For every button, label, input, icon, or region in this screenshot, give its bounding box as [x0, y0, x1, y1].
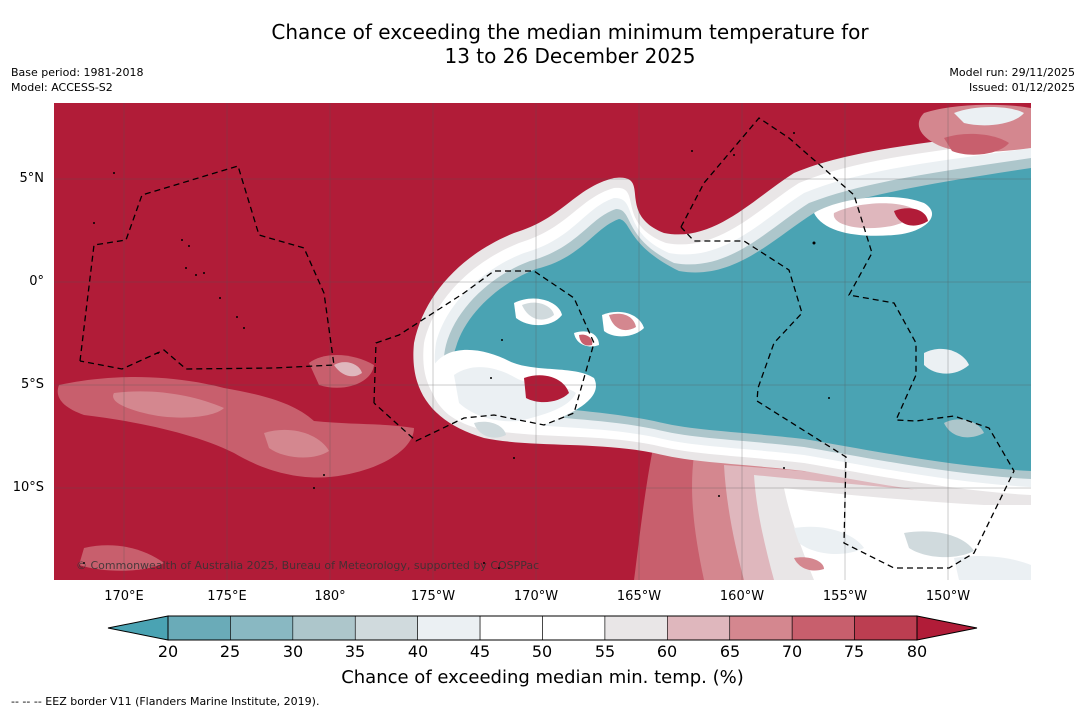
lon-label-155w: 155°W: [822, 589, 868, 604]
lon-label-150w: 150°W: [925, 589, 971, 604]
cb-tick-40: 40: [407, 642, 429, 661]
colorbar-segment-60_65: [667, 615, 731, 641]
lon-label-175e: 175°E: [207, 589, 247, 604]
issued-date: Issued: 01/12/2025: [968, 81, 1075, 94]
pink-patches-southwest: [57, 354, 414, 571]
model-run: Model run: 29/11/2025: [949, 66, 1075, 79]
colorbar-segment-35_40: [354, 615, 418, 641]
lat-label-0: 0°: [29, 274, 44, 289]
title-line-1: Chance of exceeding the median minimum t…: [271, 20, 869, 44]
title-line-2: 13 to 26 December 2025: [444, 44, 696, 68]
lat-label-5s: 5°S: [20, 377, 44, 392]
cb-tick-70: 70: [781, 642, 803, 661]
colorbar-segment-55_60: [604, 615, 668, 641]
meta-left: Base period: 1981-2018 Model: ACCESS-S2: [11, 65, 143, 95]
base-period: Base period: 1981-2018: [11, 66, 144, 79]
cb-tick-45: 45: [469, 642, 491, 661]
cb-tick-55: 55: [594, 642, 616, 661]
cb-tick-80: 80: [906, 642, 928, 661]
eez-footnote: -- -- -- EEZ border V11 (Flanders Marine…: [11, 695, 320, 708]
colorbar-below-arrow: [107, 615, 169, 641]
lon-label-165w: 165°W: [616, 589, 662, 604]
colorbar-segment-70_75: [791, 615, 855, 641]
mixed-patch-west: [430, 298, 644, 438]
colorbar-segment-30_35: [292, 615, 356, 641]
colorbar-segment-75_80: [854, 615, 918, 641]
map-svg: [54, 103, 1031, 580]
probability-map: © Commonwealth of Australia 2025, Bureau…: [54, 103, 1031, 580]
cb-tick-50: 50: [531, 642, 553, 661]
copyright-text: © Commonwealth of Australia 2025, Bureau…: [76, 559, 540, 572]
colorbar-segment-65_70: [729, 615, 793, 641]
lon-label-170w: 170°W: [513, 589, 559, 604]
cb-tick-65: 65: [719, 642, 741, 661]
lon-label-160w: 160°W: [719, 589, 765, 604]
map-title: Chance of exceeding the median minimum t…: [0, 20, 1085, 68]
colorbar: [107, 615, 978, 641]
colorbar-segment-20_25: [167, 615, 231, 641]
cb-tick-60: 60: [656, 642, 678, 661]
warm-patch-northeast: [814, 104, 1031, 438]
lon-label-180: 180°: [314, 589, 346, 604]
colorbar-segment-25_30: [230, 615, 294, 641]
colorbar-segment-45_50: [479, 615, 543, 641]
cb-tick-75: 75: [843, 642, 865, 661]
colorbar-segment-40_45: [417, 615, 481, 641]
lat-label-5n: 5°N: [19, 171, 45, 186]
graticule: [54, 103, 1031, 580]
cb-tick-35: 35: [344, 642, 366, 661]
cb-tick-30: 30: [282, 642, 304, 661]
lon-label-170e: 170°E: [104, 589, 144, 604]
lat-label-10s: 10°S: [12, 480, 44, 495]
colorbar-segment-50_55: [542, 615, 606, 641]
colorbar-outline: [167, 615, 918, 641]
eez-borders: [79, 117, 1015, 569]
model-name: Model: ACCESS-S2: [11, 81, 113, 94]
colorbar-title: Chance of exceeding median min. temp. (%…: [341, 667, 744, 688]
cb-tick-20: 20: [157, 642, 179, 661]
colorbar-segments: [167, 615, 918, 641]
lon-label-175w: 175°W: [410, 589, 456, 604]
cb-tick-25: 25: [219, 642, 241, 661]
colorbar-above-arrow: [916, 615, 978, 641]
meta-right: Model run: 29/11/2025 Issued: 01/12/2025: [949, 65, 1075, 95]
islands: [83, 132, 830, 569]
